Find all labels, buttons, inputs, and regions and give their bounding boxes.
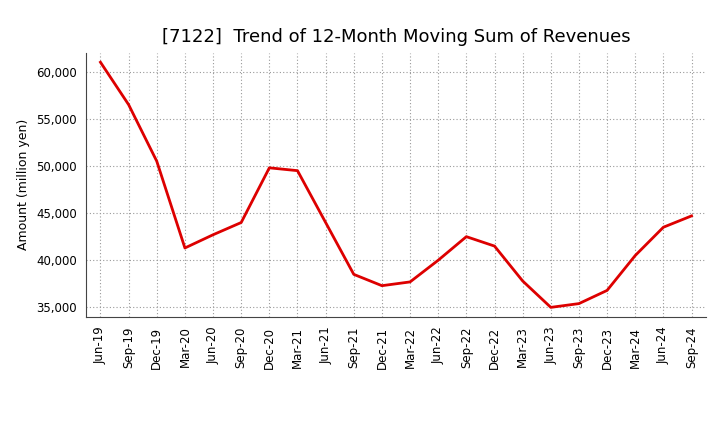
Y-axis label: Amount (million yen): Amount (million yen) [17, 119, 30, 250]
Title: [7122]  Trend of 12-Month Moving Sum of Revenues: [7122] Trend of 12-Month Moving Sum of R… [162, 28, 630, 46]
